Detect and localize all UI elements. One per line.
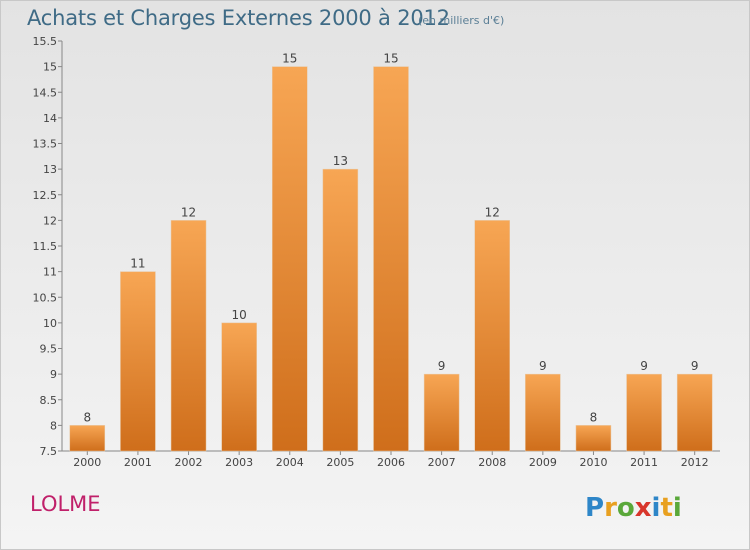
y-tick-label: 11.5 bbox=[33, 240, 58, 253]
y-tick-label: 8 bbox=[50, 419, 57, 432]
y-tick-label: 14 bbox=[43, 112, 57, 125]
x-tick-label: 2008 bbox=[478, 456, 506, 469]
bar-value-label: 12 bbox=[485, 205, 500, 219]
x-tick-label: 2009 bbox=[529, 456, 557, 469]
x-tick-label: 2002 bbox=[175, 456, 203, 469]
bar-value-label: 13 bbox=[333, 154, 348, 168]
x-tick-label: 2012 bbox=[681, 456, 709, 469]
bar-value-label: 15 bbox=[383, 52, 398, 66]
y-tick-label: 12 bbox=[43, 214, 57, 227]
y-tick-label: 11 bbox=[43, 266, 57, 279]
y-tick-label: 10 bbox=[43, 317, 57, 330]
y-tick-label: 15 bbox=[43, 61, 57, 74]
bar bbox=[322, 168, 359, 452]
svg-text:Proxiti: Proxiti bbox=[585, 493, 682, 523]
bar bbox=[373, 66, 409, 452]
bar-value-label: 8 bbox=[83, 410, 91, 424]
chart-title: Achats et Charges Externes 2000 à 2012 bbox=[27, 6, 450, 30]
x-tick-label: 2006 bbox=[377, 456, 405, 469]
y-tick-label: 12.5 bbox=[33, 189, 58, 202]
commune-name: LOLME bbox=[30, 492, 101, 516]
bar bbox=[423, 373, 460, 452]
y-tick-label: 10.5 bbox=[33, 291, 58, 304]
bar bbox=[272, 66, 308, 452]
y-tick-label: 8.5 bbox=[40, 394, 58, 407]
bar-value-label: 9 bbox=[691, 359, 699, 373]
bar-value-label: 8 bbox=[590, 410, 598, 424]
y-tick-label: 7.5 bbox=[40, 445, 58, 458]
chart-subtitle: (en milliers d'€) bbox=[418, 14, 505, 27]
bar bbox=[221, 322, 257, 452]
x-tick-label: 2001 bbox=[124, 456, 152, 469]
bar bbox=[525, 373, 561, 452]
y-tick-label: 15.5 bbox=[33, 35, 58, 48]
bar-value-label: 9 bbox=[539, 359, 547, 373]
x-tick-label: 2003 bbox=[225, 456, 253, 469]
bar bbox=[120, 271, 156, 452]
bar-value-label: 12 bbox=[181, 205, 196, 219]
bar bbox=[676, 373, 713, 452]
x-tick-label: 2004 bbox=[276, 456, 304, 469]
y-tick-label: 9.5 bbox=[40, 343, 58, 356]
x-tick-label: 2010 bbox=[579, 456, 607, 469]
y-tick-label: 14.5 bbox=[33, 86, 58, 99]
bar bbox=[575, 425, 612, 452]
bar bbox=[626, 373, 662, 452]
y-tick-label: 13.5 bbox=[33, 138, 58, 151]
y-tick-label: 13 bbox=[43, 163, 57, 176]
x-tick-label: 2011 bbox=[630, 456, 658, 469]
bar-value-label: 10 bbox=[232, 308, 247, 322]
bar bbox=[474, 220, 510, 452]
x-tick-label: 2000 bbox=[73, 456, 101, 469]
bar-value-label: 11 bbox=[130, 257, 145, 271]
proxiti-logo: Proxiti bbox=[585, 493, 682, 523]
x-tick-label: 2005 bbox=[326, 456, 354, 469]
bar bbox=[170, 220, 207, 452]
y-tick-label: 9 bbox=[50, 368, 57, 381]
bar-value-label: 9 bbox=[438, 359, 446, 373]
bar-value-label: 9 bbox=[640, 359, 648, 373]
bar-value-label: 15 bbox=[282, 52, 297, 66]
bar bbox=[69, 425, 106, 452]
x-tick-label: 2007 bbox=[428, 456, 456, 469]
